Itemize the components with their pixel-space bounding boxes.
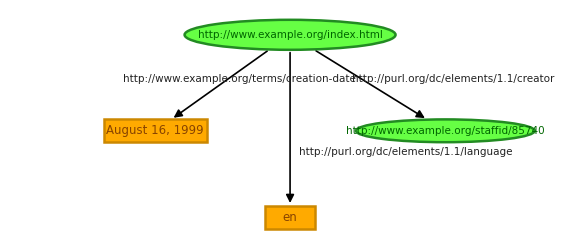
- Text: http://www.example.org/terms/creation-date: http://www.example.org/terms/creation-da…: [123, 74, 356, 84]
- Text: http://purl.org/dc/elements/1.1/creator: http://purl.org/dc/elements/1.1/creator: [352, 74, 554, 84]
- Ellipse shape: [356, 119, 535, 142]
- Text: August 16, 1999: August 16, 1999: [107, 124, 204, 137]
- Text: en: en: [282, 211, 298, 224]
- Bar: [265, 206, 315, 228]
- Text: http://www.example.org/index.html: http://www.example.org/index.html: [197, 30, 383, 40]
- Text: http://www.example.org/staffid/85740: http://www.example.org/staffid/85740: [346, 126, 544, 136]
- Bar: [104, 119, 207, 142]
- Ellipse shape: [185, 20, 396, 50]
- Text: http://purl.org/dc/elements/1.1/language: http://purl.org/dc/elements/1.1/language: [299, 147, 512, 157]
